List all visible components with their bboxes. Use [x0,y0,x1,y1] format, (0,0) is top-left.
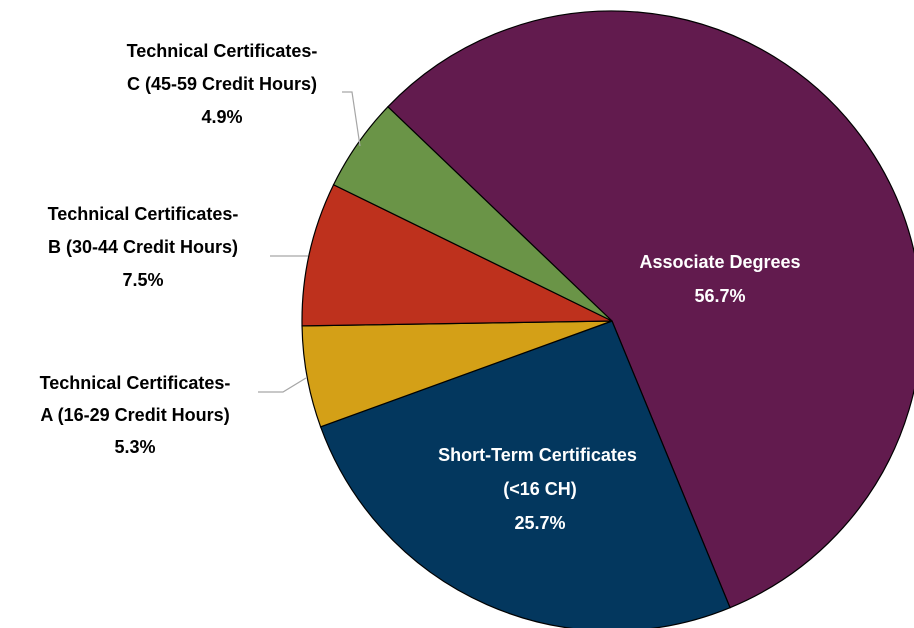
pie-slice [301,183,613,327]
slice-label: Technical Certificates-B (30-44 Credit H… [48,204,239,257]
leader-line [258,377,307,393]
slice-value-label: 4.9% [201,107,242,127]
pie [301,10,914,628]
pie-slice [332,105,613,322]
pie-slice [387,10,914,609]
labels: Associate Degrees 56.7% Short-Term Certifi… [40,41,801,533]
leader-line [342,91,361,147]
slice-label: Short-Term Certificates (<16 CH) [438,445,642,499]
slice-value-label: 5.3% [114,437,155,457]
slice-label: Associate Degrees [639,252,800,272]
slice-label: Technical Certificates-A (16-29 Credit H… [40,373,231,425]
slice-value-label: 56.7% [694,286,745,306]
slice-value-label: 7.5% [122,270,163,290]
slice-value-label: 25.7% [514,513,565,533]
pie-slice [319,320,731,628]
slice-label: Technical Certificates-C (45-59 Credit H… [127,41,318,94]
